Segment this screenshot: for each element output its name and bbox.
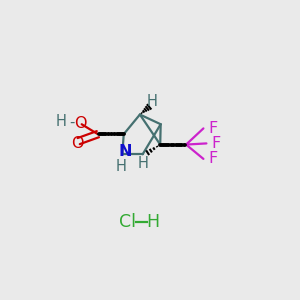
Text: Cl: Cl [119, 213, 136, 231]
Text: O: O [74, 116, 87, 130]
Text: O: O [71, 136, 84, 151]
Text: H: H [56, 114, 66, 129]
Text: F: F [208, 121, 218, 136]
Text: F: F [208, 152, 218, 166]
Text: H: H [138, 156, 149, 171]
Text: H: H [146, 213, 160, 231]
Text: H: H [116, 159, 127, 174]
Text: F: F [212, 136, 221, 151]
Text: N: N [118, 145, 132, 160]
Text: H: H [147, 94, 158, 109]
Text: -: - [69, 114, 74, 129]
